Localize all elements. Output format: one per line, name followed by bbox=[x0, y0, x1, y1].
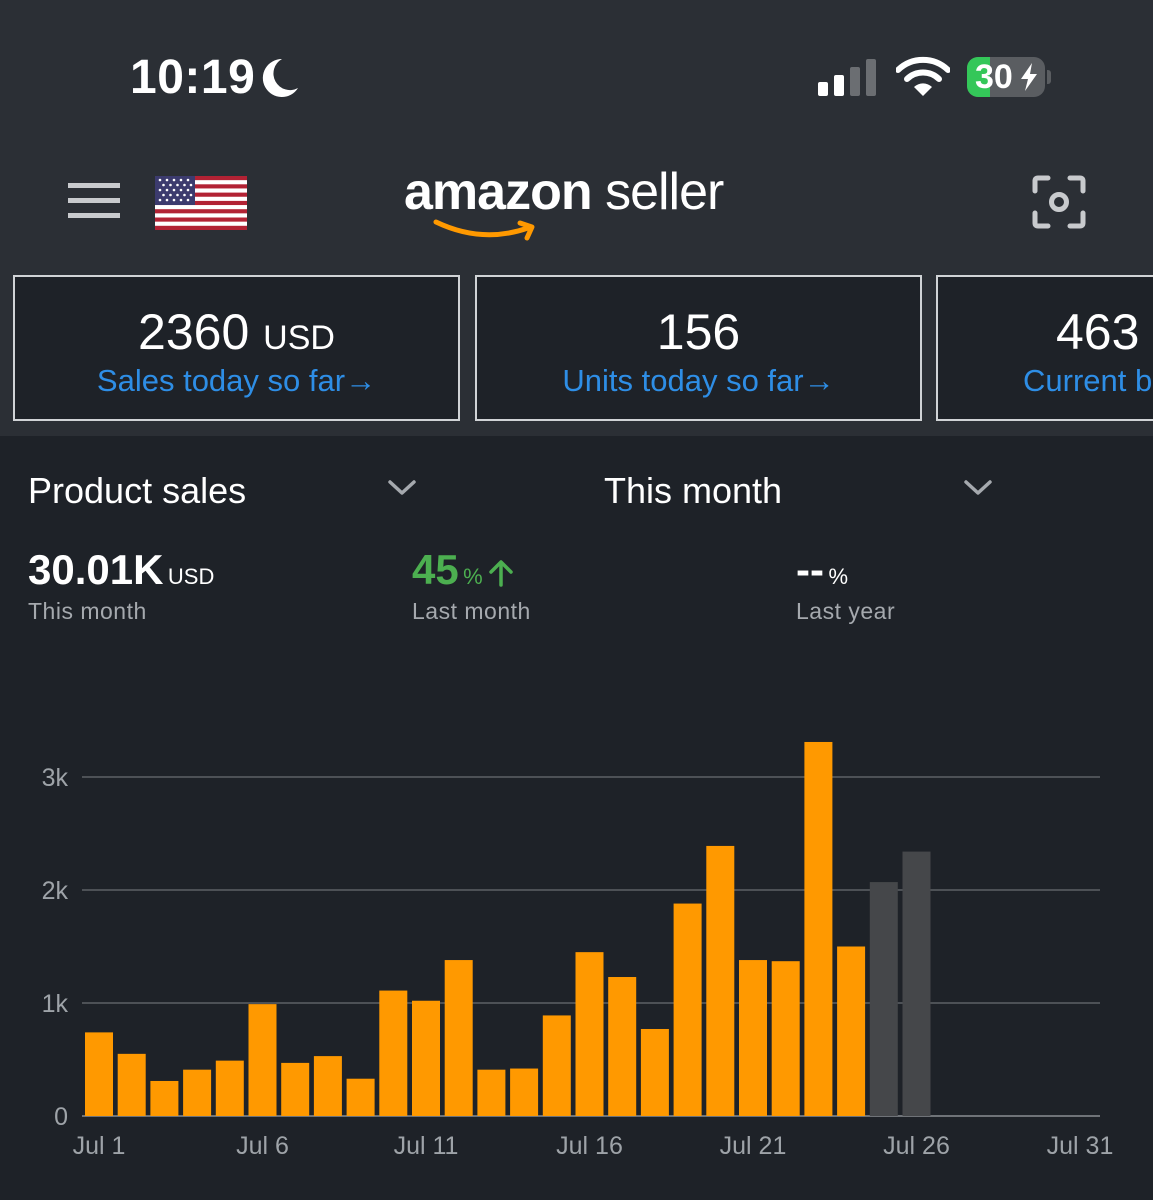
us-flag-icon[interactable] bbox=[155, 176, 247, 230]
sales-bar bbox=[85, 1032, 113, 1116]
logo-brand: amazon bbox=[404, 163, 593, 221]
sales-bar bbox=[739, 960, 767, 1116]
sales-bar bbox=[346, 1078, 375, 1116]
stat-last-year-label: Last year bbox=[796, 598, 896, 624]
stat-total-value: 30.01K bbox=[28, 546, 164, 593]
sales-today-unit: USD bbox=[263, 319, 335, 357]
stat-last-year: -- % Last year bbox=[796, 546, 895, 624]
battery-percent: 30 bbox=[975, 58, 1013, 96]
sales-bar bbox=[804, 741, 833, 1116]
sales-bar-chart: 0 1k 2k 3k Jul 1 Jul 6 Jul 11 Jul 16 Jul 21 Jul 2… bbox=[42, 741, 1114, 1160]
stat-last-month: 45 % Last month bbox=[412, 546, 530, 624]
sales-bar bbox=[510, 1068, 539, 1116]
sales-bar bbox=[771, 961, 800, 1116]
sales-bar bbox=[117, 1053, 146, 1116]
sales-bar bbox=[412, 1000, 440, 1116]
sales-bar bbox=[608, 977, 637, 1116]
stat-last-month-label: Last month bbox=[412, 598, 531, 624]
sales-bar bbox=[150, 1080, 179, 1116]
amazon-seller-logo: amazon seller bbox=[404, 162, 724, 222]
stat-last-month-value: 45 bbox=[412, 546, 459, 593]
chevron-down-icon[interactable] bbox=[388, 478, 416, 498]
cellular-signal-icon bbox=[818, 59, 876, 96]
current-balance-card[interactable]: 463 Current b bbox=[936, 275, 1153, 421]
units-today-link[interactable]: Units today so far→ bbox=[562, 363, 835, 398]
sales-bar bbox=[640, 1028, 669, 1116]
battery-cap bbox=[1047, 70, 1051, 84]
projected-bar bbox=[902, 851, 931, 1116]
sales-bar bbox=[575, 952, 604, 1116]
current-balance-value: 463 bbox=[1056, 304, 1140, 360]
stat-last-year-unit: % bbox=[828, 564, 848, 589]
x-tick-label: Jul 31 bbox=[1047, 1132, 1114, 1160]
metric-selector[interactable]: Product sales bbox=[28, 470, 247, 511]
y-tick-label: 2k bbox=[42, 877, 69, 905]
sales-bar bbox=[215, 1060, 244, 1116]
arrow-right-icon: → bbox=[345, 363, 377, 398]
x-tick-label: Jul 16 bbox=[556, 1132, 623, 1160]
current-balance-link[interactable]: Current b bbox=[1023, 363, 1153, 398]
sales-bar bbox=[444, 960, 473, 1116]
amazon-smile-logo-icon bbox=[433, 219, 535, 241]
y-tick-label: 1k bbox=[42, 990, 69, 1018]
sales-today-link[interactable]: Sales today so far→ bbox=[96, 363, 377, 398]
hamburger-menu-icon[interactable] bbox=[68, 183, 120, 219]
x-tick-label: Jul 6 bbox=[236, 1132, 289, 1160]
stat-total-label: This month bbox=[28, 598, 147, 624]
sales-today-value: 2360 USD bbox=[138, 304, 335, 360]
sales-bar bbox=[379, 990, 408, 1116]
projected-bar bbox=[869, 882, 898, 1116]
y-tick-label: 3k bbox=[42, 764, 69, 792]
sales-bar bbox=[281, 1062, 310, 1116]
x-tick-label: Jul 1 bbox=[73, 1132, 126, 1160]
sales-bar bbox=[542, 1015, 571, 1116]
logo-suffix: seller bbox=[605, 163, 724, 221]
x-tick-label: Jul 11 bbox=[394, 1132, 459, 1160]
wifi-icon bbox=[896, 56, 950, 96]
summary-cards: 2360 USD Sales today so far→ 156 Units t… bbox=[0, 262, 1153, 436]
units-today-value: 156 bbox=[656, 304, 741, 360]
battery-indicator: 30 bbox=[967, 57, 1045, 97]
stat-last-year-value: -- bbox=[796, 546, 824, 593]
sales-today-card[interactable]: 2360 USD Sales today so far→ bbox=[13, 275, 460, 421]
x-tick-label: Jul 21 bbox=[720, 1132, 787, 1160]
sales-bar bbox=[837, 946, 866, 1116]
arrow-right-icon: → bbox=[803, 363, 835, 398]
units-today-card[interactable]: 156 Units today so far→ bbox=[475, 275, 922, 421]
chevron-down-icon[interactable] bbox=[964, 478, 992, 498]
sales-bar bbox=[673, 903, 702, 1116]
y-tick-label: 0 bbox=[54, 1103, 68, 1131]
x-tick-label: Jul 26 bbox=[883, 1132, 950, 1160]
moon-icon bbox=[262, 58, 298, 97]
arrow-up-icon bbox=[489, 560, 513, 587]
camera-scan-icon[interactable] bbox=[1032, 175, 1086, 229]
stat-total-unit: USD bbox=[167, 564, 215, 589]
sales-bar bbox=[706, 845, 735, 1116]
status-time: 10:19 bbox=[130, 51, 256, 104]
stat-this-month: 30.01K USD This month bbox=[28, 546, 215, 624]
sales-bar bbox=[313, 1056, 342, 1116]
sales-bar bbox=[248, 1004, 277, 1116]
stat-last-month-unit: % bbox=[463, 564, 483, 589]
sales-bar bbox=[183, 1069, 212, 1116]
charging-bolt-icon bbox=[1021, 63, 1037, 91]
sales-bar bbox=[477, 1069, 506, 1116]
period-selector[interactable]: This month bbox=[604, 470, 783, 511]
